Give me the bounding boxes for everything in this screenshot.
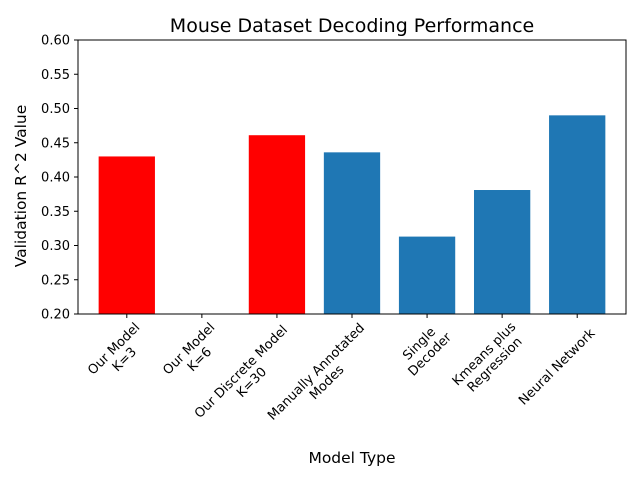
x-tick-label: Neural Network (516, 326, 599, 409)
x-tick-label: Our ModelK=3 (85, 320, 154, 389)
x-axis-title: Model Type (308, 449, 395, 467)
y-tick-label: 0.20 (41, 308, 70, 323)
y-tick-label: 0.60 (41, 34, 70, 49)
bar-3 (323, 152, 381, 314)
y-tick-label: 0.35 (41, 205, 70, 220)
plot-area (77, 39, 627, 315)
x-tick-label: Our ModelK=6 (160, 320, 229, 389)
y-tick-label: 0.50 (41, 102, 70, 117)
x-tick-label: Kmeans plusRegression (450, 319, 530, 399)
y-tick-label: 0.25 (41, 273, 70, 288)
x-tick-label: SingleDecoder (395, 319, 455, 379)
bar-2 (248, 135, 306, 314)
y-tick-label: 0.55 (41, 68, 70, 83)
y-axis-title: Validation R^2 Value (12, 105, 30, 268)
chart-title: Mouse Dataset Decoding Performance (170, 15, 534, 37)
bar-5 (473, 190, 531, 314)
bar-0 (98, 156, 155, 314)
y-tick-label: 0.40 (41, 171, 70, 186)
y-axis: 0.20 0.25 0.30 0.35 0.40 0.45 0.50 0.55 0.60 (41, 34, 78, 323)
y-tick-label: 0.45 (41, 136, 70, 151)
bar-4 (398, 236, 456, 314)
y-tick-label: 0.30 (41, 239, 70, 254)
bar-6 (549, 115, 606, 314)
